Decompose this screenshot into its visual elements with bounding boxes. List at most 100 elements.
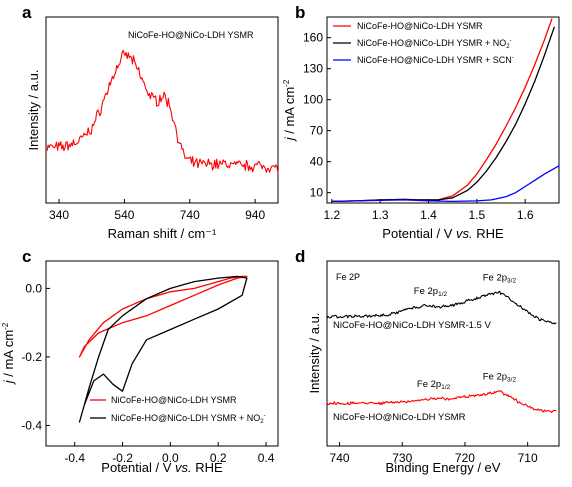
legend-sup: - [512,55,514,61]
x-axis-label: Potential / V vs. RHE [101,460,223,475]
x-axis-label-vs: vs. [456,226,473,241]
series-line-1 [326,290,557,325]
plot-frame [45,260,279,447]
panel-d-xps: d Fe 2P Binding Energy / eV Intensity / … [295,247,560,475]
peak-label: Fe 2p3/2 [483,272,517,284]
series-line-2 [331,26,555,203]
x-axis-label: Raman shift / cm⁻¹ [108,226,217,241]
panel-label: a [22,3,32,22]
legend-entry: NiCoFe-HO@NiCo-LDH YSMR [111,395,237,405]
peak-label: Fe 2p1/2 [414,286,448,298]
x-tick-label: 0.0 [162,451,179,465]
panel-b-lsv: b Potential / V vs. RHE j / mA cm-2 1.2 1… [282,3,560,241]
peak-label-sub: 1/2 [438,291,447,298]
x-tick-label: 0.4 [258,451,275,465]
y-axis-label-exp: -2 [1,322,10,330]
plot-frame [45,16,279,204]
x-tick-label: 1.5 [468,208,485,222]
x-axis-label-prefix: Potential / V [382,226,456,241]
y-axis-label-exp: -2 [282,79,291,87]
peak-label-base: Fe 2p [414,286,438,297]
series-group [78,275,248,423]
x-tick-label: -0.2 [112,451,133,465]
series-line-2 [326,390,557,414]
series-group [326,290,557,414]
legend-sub: 2 [260,419,264,425]
peak-label-sub: 3/2 [507,376,516,383]
panel-label: c [22,247,31,266]
legend-text: NiCoFe-HO@NiCo-LDH YSMR + SCN [357,55,512,65]
y-ticks: -0.4 -0.2 0.0 [21,281,50,432]
x-axis-label: Binding Energy / eV [386,460,501,475]
series-line-2 [78,275,248,423]
x-axis-label-suffix: RHE [192,460,223,475]
peak-label-sub: 1/2 [441,384,450,391]
x-ticks: 340 540 740 940 [49,199,265,222]
y-tick-label: -0.2 [21,350,42,364]
y-axis-label-unit: / mA cm [282,87,297,138]
x-tick-label: 730 [392,451,412,465]
y-tick-label: 40 [310,155,324,169]
y-axis-label: Intensity / a.u. [26,70,41,151]
peak-label: Fe 2p3/2 [483,371,517,383]
sample-annotation: NiCoFe-HO@NiCo-LDH YSMR [128,30,254,40]
peak-label: Fe 2p1/2 [417,379,451,391]
legend-sup: - [264,413,266,419]
plot-frame [326,260,560,447]
x-tick-label: 710 [518,451,538,465]
x-tick-label: 340 [49,208,69,222]
x-tick-label: -0.4 [64,451,85,465]
legend-entry: NiCoFe-HO@NiCo-LDH YSMR + NO2- [357,38,512,50]
x-ticks: 740 730 720 710 [330,442,538,465]
x-tick-label: 540 [114,208,134,222]
x-axis-label-prefix: Potential / V [101,460,175,475]
x-axis-label: Potential / V vs. RHE [382,226,504,241]
y-axis-label-unit: / mA cm [1,330,16,381]
series-group [45,49,279,174]
peak-label-base: Fe 2p [483,371,507,382]
x-axis-label-suffix: RHE [473,226,504,241]
legend: NiCoFe-HO@NiCo-LDH YSMR NiCoFe-HO@NiCo-L… [90,395,266,425]
legend-entry: NiCoFe-HO@NiCo-LDH YSMR [357,21,483,31]
series-label-1: NiCoFe-HO@NiCo-LDH YSMR-1.5 V [333,320,491,331]
x-ticks: 1.2 1.3 1.4 1.5 1.6 [323,199,534,222]
peak-label-base: Fe 2p [417,379,441,390]
x-tick-label: 720 [455,451,475,465]
series-line-1 [78,275,248,358]
panel-label: b [295,3,305,22]
y-tick-label: 0.0 [25,281,42,295]
y-axis-label: j / mA cm-2 [1,322,16,385]
x-tick-label: 0.2 [210,451,227,465]
x-tick-label: 740 [180,208,200,222]
peak-label-base: Fe 2p [483,272,507,283]
peak-labels: Fe 2p1/2Fe 2p3/2Fe 2p1/2Fe 2p3/2 [414,272,517,390]
y-axis-label: j / mA cm-2 [282,79,297,142]
y-ticks: 10 40 70 100 130 160 [303,31,331,200]
y-axis-label-symbol: j [282,136,297,142]
panel-a-raman: a NiCoFe-HO@NiCo-LDH YSMR Raman shift / … [22,3,279,241]
x-tick-label: 1.2 [323,208,340,222]
x-ticks: -0.4 -0.2 0.0 0.2 0.4 [64,442,275,465]
legend-entry: NiCoFe-HO@NiCo-LDH YSMR + SCN- [357,55,514,65]
series-group [331,18,560,203]
peak-label-sub: 3/2 [507,277,516,284]
legend: NiCoFe-HO@NiCo-LDH YSMR NiCoFe-HO@NiCo-L… [333,21,514,65]
y-axis-label: Intensity / a.u. [307,313,322,394]
y-tick-label: 70 [310,124,324,138]
legend-text: NiCoFe-HO@NiCo-LDH YSMR + NO [111,413,260,423]
legend-sup: - [510,38,512,44]
series-label-2: NiCoFe-HO@NiCo-LDH YSMR [333,412,466,423]
y-tick-label: 100 [303,93,323,107]
series-line-1 [45,49,279,174]
y-tick-label: 10 [310,186,324,200]
legend-sub: 2 [506,44,510,50]
y-tick-label: 160 [303,31,323,45]
legend-text: NiCoFe-HO@NiCo-LDH YSMR + NO [357,38,506,48]
panel-label: d [295,247,305,266]
x-tick-label: 1.3 [372,208,389,222]
y-tick-label: 130 [303,62,323,76]
plot-frame [326,16,560,204]
legend-entry: NiCoFe-HO@NiCo-LDH YSMR + NO2- [111,413,266,425]
x-tick-label: 740 [330,451,350,465]
